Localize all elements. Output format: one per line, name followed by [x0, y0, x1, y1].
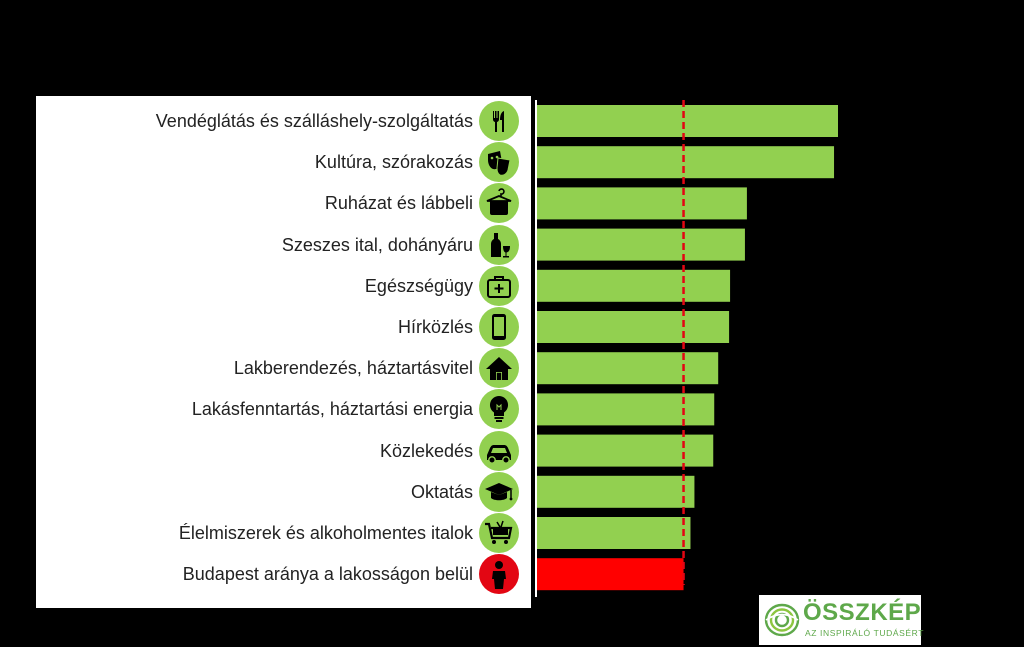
bar — [537, 352, 719, 385]
bar — [537, 311, 730, 343]
category-label: Vendéglátás és szálláshely-szolgáltatás — [155, 111, 473, 131]
category-label: Budapest aránya a lakosságon belül — [182, 564, 473, 585]
bar — [537, 517, 691, 549]
bar — [537, 558, 684, 591]
bar — [537, 146, 835, 179]
bar — [537, 105, 838, 137]
category-label: Oktatás — [410, 481, 473, 502]
logo-wordmark: ÖSSZKÉP — [803, 599, 922, 626]
bar — [537, 187, 747, 220]
category-label: Lakberendezés, háztartásvitel — [233, 358, 473, 379]
category-label-panel: Vendéglátás és szálláshely-szolgáltatás K… — [36, 96, 531, 608]
graduation-cap-icon — [479, 471, 519, 512]
bottle-glass-icon — [479, 224, 519, 265]
person-icon — [479, 554, 519, 595]
medical-kit-icon — [479, 265, 519, 306]
clothes-hanger-icon — [479, 183, 519, 224]
theater-masks-icon — [479, 142, 519, 183]
light-bulb-icon — [479, 389, 519, 430]
category-label: Kultúra, szórakozás — [314, 152, 473, 173]
car-icon — [479, 430, 519, 471]
bar — [537, 393, 715, 426]
swirl-logo-icon — [764, 603, 800, 637]
bar — [537, 228, 745, 261]
bar — [537, 475, 695, 508]
shopping-cart-icon — [479, 513, 519, 553]
category-label: Egészségügy — [364, 275, 473, 296]
house-icon — [479, 348, 519, 389]
category-label: Közlekedés — [379, 440, 473, 461]
bar — [537, 434, 714, 467]
category-label: Szeszes ital, dohányáru — [281, 234, 473, 255]
fork-knife-icon — [479, 101, 519, 141]
category-label: Lakásfenntartás, háztartási energia — [191, 399, 473, 420]
bar — [537, 269, 731, 302]
category-label: Ruházat és lábbeli — [324, 193, 473, 214]
osszkep-logo: ÖSSZKÉP AZ INSPIRÁLÓ TUDÁSÉRT — [759, 595, 925, 645]
category-label: Hírközlés — [397, 317, 473, 337]
category-label: Élelmiszerek és alkoholmentes italok — [178, 523, 473, 543]
logo-tagline: AZ INSPIRÁLÓ TUDÁSÉRT — [805, 628, 925, 638]
smartphone-icon — [479, 307, 519, 347]
